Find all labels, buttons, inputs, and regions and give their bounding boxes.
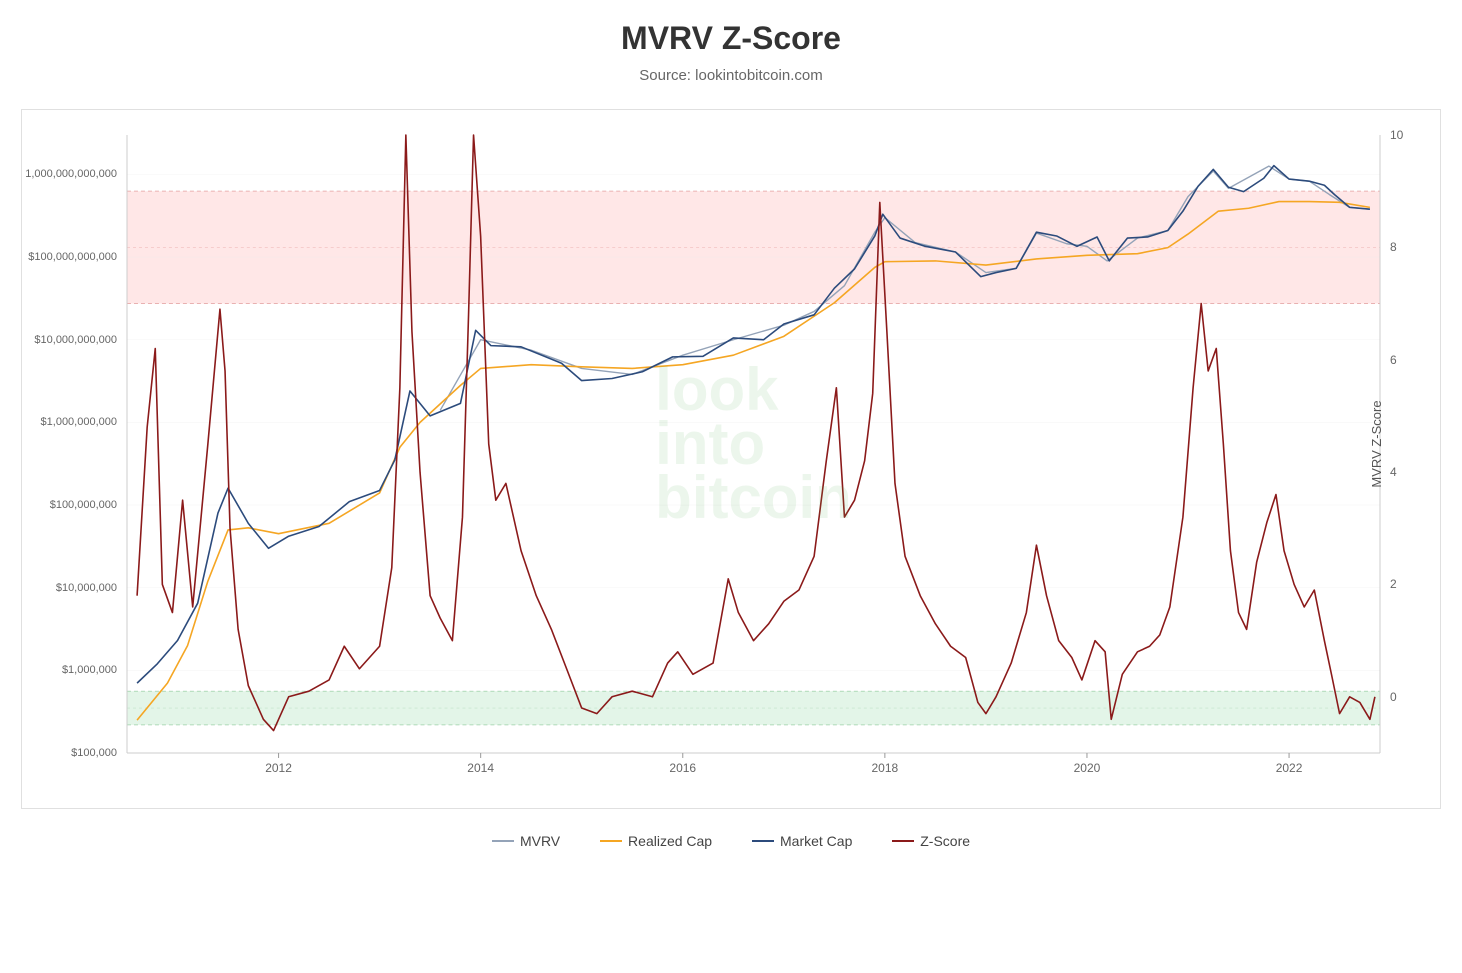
chart-container: MVRV Z-Score Source: lookintobitcoin.com… <box>21 20 1441 849</box>
y-tick-left: $1,000,000 <box>62 664 117 676</box>
y-tick-left: $100,000,000 <box>50 499 117 511</box>
legend-label: MVRV <box>520 833 560 849</box>
y-tick-left: $1,000,000,000 <box>41 416 117 428</box>
y-tick-right: 4 <box>1390 465 1397 479</box>
y-tick-left: $10,000,000 <box>56 582 117 594</box>
y-tick-right: 2 <box>1390 577 1397 591</box>
y-tick-left: $100,000,000,000 <box>28 251 117 263</box>
legend-label: Realized Cap <box>628 833 712 849</box>
y-tick-left: $10,000,000,000 <box>34 334 117 346</box>
plot-area: look into bitcoin MVRV Z-Score 201220142… <box>127 135 1380 753</box>
y-tick-right: 10 <box>1390 128 1403 142</box>
legend-item-zscore[interactable]: Z-Score <box>892 833 970 849</box>
x-tick: 2020 <box>1074 761 1101 775</box>
legend-item-market-cap[interactable]: Market Cap <box>752 833 852 849</box>
chart-svg <box>127 135 1380 753</box>
x-tick: 2014 <box>467 761 494 775</box>
y-tick-right: 0 <box>1390 690 1397 704</box>
legend-label: Z-Score <box>920 833 970 849</box>
x-tick: 2016 <box>669 761 696 775</box>
chart-title: MVRV Z-Score <box>21 20 1441 57</box>
x-tick: 2018 <box>872 761 899 775</box>
legend-swatch <box>892 840 914 843</box>
y-tick-right: 8 <box>1390 240 1397 254</box>
legend-item-mvrv[interactable]: MVRV <box>492 833 560 849</box>
plot-wrapper: look into bitcoin MVRV Z-Score 201220142… <box>21 109 1441 809</box>
chart-source: Source: lookintobitcoin.com <box>21 67 1441 84</box>
x-tick: 2022 <box>1276 761 1303 775</box>
y-axis-right-label: MVRV Z-Score <box>1369 400 1384 487</box>
legend-label: Market Cap <box>780 833 852 849</box>
y-tick-right: 6 <box>1390 353 1397 367</box>
legend-swatch <box>752 840 774 843</box>
legend-item-realized-cap[interactable]: Realized Cap <box>600 833 712 849</box>
x-tick: 2012 <box>265 761 292 775</box>
legend-swatch <box>492 840 514 843</box>
y-tick-left: 1,000,000,000,000 <box>25 168 117 180</box>
y-tick-left: $100,000 <box>71 747 117 759</box>
legend-swatch <box>600 840 622 843</box>
legend: MVRV Realized Cap Market Cap Z-Score <box>21 829 1441 849</box>
